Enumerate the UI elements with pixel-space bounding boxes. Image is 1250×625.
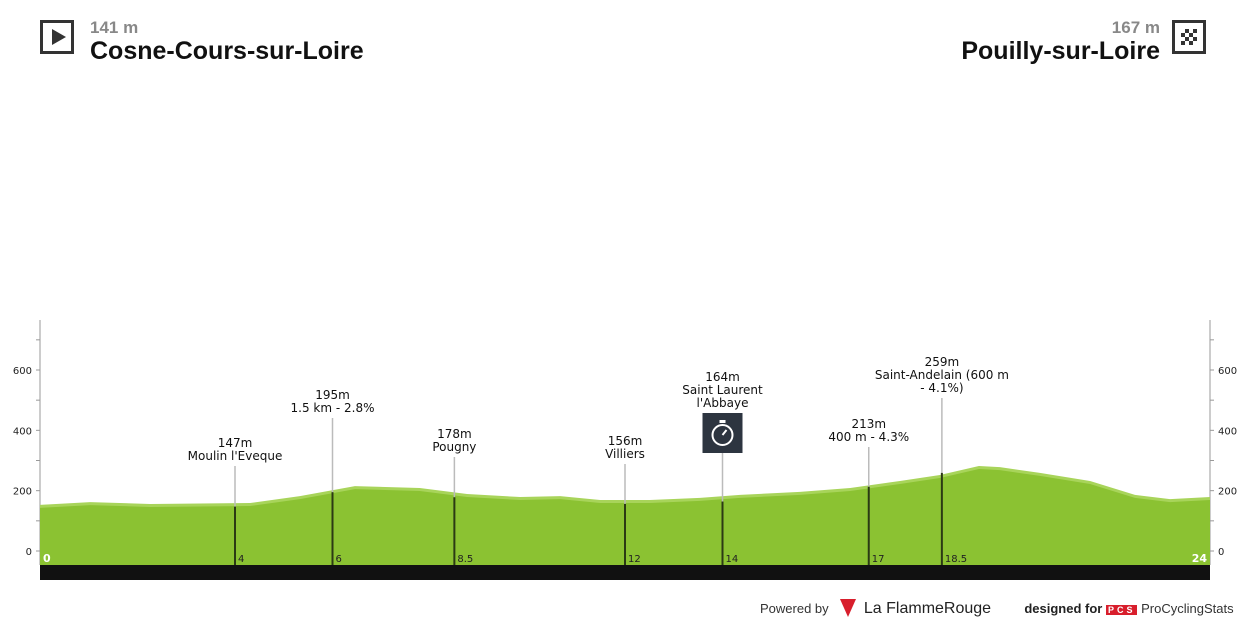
marker-label: Saint-Andelain (600 m [875,368,1009,382]
y-tick-label-right: 200 [1218,487,1237,498]
designed-for-text: designed for [1024,601,1103,616]
procyclingstats-brand[interactable]: ProCyclingStats [1141,601,1234,616]
km-label: 17 [872,554,885,565]
marker-label: l'Abbaye [697,396,749,410]
stopwatch-icon [702,413,743,453]
finish-altitude: 167 m [1111,18,1160,37]
powered-by-text: Powered by [760,601,829,616]
start-town: Cosne-Cours-sur-Loire [90,37,364,65]
marker-label: - 4.1%) [920,381,963,395]
marker-label: 178m [437,427,472,441]
marker-label: 213m [851,417,886,431]
y-tick-label-right: 0 [1218,547,1224,558]
marker-label: 259m [925,355,960,369]
marker-label: 1.5 km - 2.8% [291,401,375,415]
stopwatch-face [711,424,734,446]
marker-label: Villiers [605,447,645,461]
marker-label: 156m [608,434,643,448]
road-bar [40,565,1210,580]
y-tick-label-left: 0 [26,547,32,558]
play-icon [40,20,74,54]
marker-label: 147m [218,436,253,450]
marker-label: 164m [705,370,740,384]
km-end-label: 24 [1192,552,1208,565]
stopwatch-crown [719,420,726,423]
finish-town: Pouilly-sur-Loire [961,37,1160,65]
checkered-flag-icon [1172,20,1206,54]
flamme-rouge-brand[interactable]: La FlammeRouge [863,600,992,617]
start-info: 141 m Cosne-Cours-sur-Loire [90,18,364,64]
y-tick-label-right: 400 [1218,426,1237,437]
stopwatch-hand [721,429,728,436]
flamme-rouge-logo-icon [840,599,857,617]
marker-label: Moulin l'Eveque [188,449,283,463]
km-label: 12 [628,554,641,565]
finish-info: 167 m Pouilly-sur-Loire [961,18,1160,64]
footer: Powered by La FlammeRouge designed for P… [760,599,1240,618]
y-tick-label-left: 200 [13,487,32,498]
marker-label: Saint Laurent [682,383,763,397]
start-altitude: 141 m [90,18,139,37]
km-label: 8.5 [457,554,473,565]
y-tick-label-right: 600 [1218,366,1237,377]
marker-label: 195m [315,388,350,402]
marker-label: Pougny [432,440,476,454]
km-label: 18.5 [945,554,967,565]
km-label: 4 [238,554,244,565]
km-label: 14 [726,554,739,565]
pcs-badge: PCS [1105,605,1138,615]
marker-label: 400 m - 4.3% [828,430,909,444]
y-tick-label-left: 400 [13,426,32,437]
y-tick-label-left: 600 [13,366,32,377]
km-start-label: 0 [43,552,51,565]
km-label: 6 [336,554,342,565]
